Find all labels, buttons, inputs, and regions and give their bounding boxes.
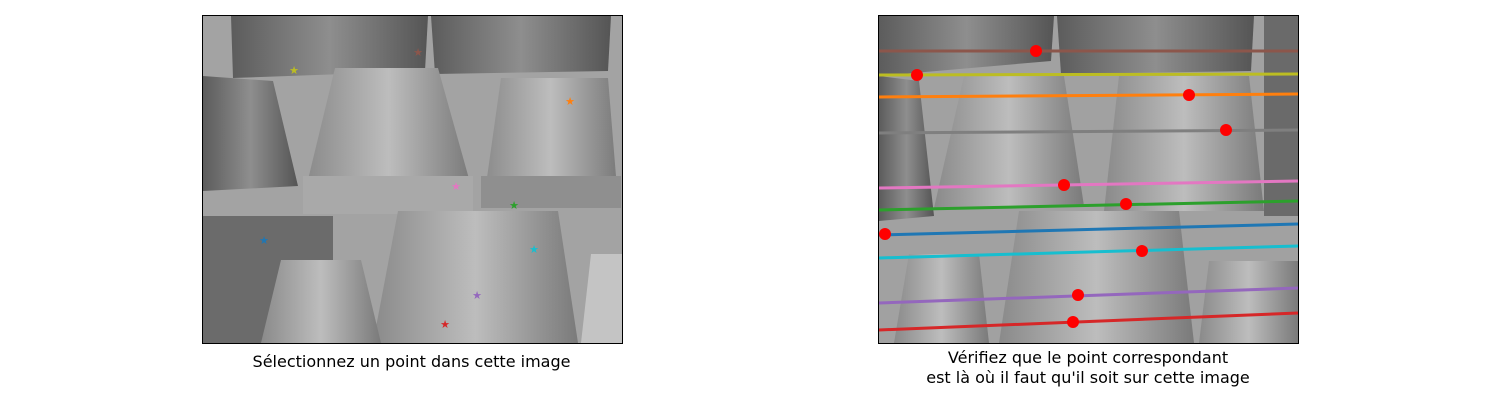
pot <box>1057 16 1254 74</box>
epipolar-line-red <box>879 311 1298 332</box>
pot <box>879 76 934 221</box>
epipolar-line-purple <box>879 286 1298 305</box>
star-marker-orange: ★ <box>565 95 575 108</box>
epipolar-line-green <box>879 199 1298 212</box>
match-dot <box>879 228 891 240</box>
match-dot <box>1220 124 1232 136</box>
epipolar-line-blue <box>879 222 1298 237</box>
left-image[interactable]: ★ ★ ★ ★ ★ ★ ★ ★ ★ <box>202 15 623 344</box>
epipolar-line-orange <box>879 92 1298 99</box>
epipolar-line-pink <box>879 179 1298 190</box>
right-image[interactable] <box>878 15 1299 344</box>
pot <box>1199 261 1298 343</box>
right-image-canvas[interactable] <box>879 16 1298 343</box>
pot-rim <box>481 176 621 208</box>
epipolar-line-cyan <box>879 244 1298 260</box>
star-marker-brown: ★ <box>413 46 423 59</box>
right-caption-line-1: Vérifiez que le point correspondant <box>947 348 1229 367</box>
match-dot <box>1030 45 1042 57</box>
pot <box>306 68 471 188</box>
left-image-canvas[interactable]: ★ ★ ★ ★ ★ ★ ★ ★ ★ <box>203 16 622 343</box>
epipolar-line-olive <box>879 72 1298 77</box>
left-caption: Sélectionnez un point dans cette image <box>252 352 571 371</box>
pot <box>373 211 578 343</box>
star-marker-pink: ★ <box>451 180 461 193</box>
right-caption-line-2: est là où il faut qu'il soit sur cette i… <box>926 368 1250 387</box>
match-dot <box>1136 245 1148 257</box>
match-dot <box>1120 198 1132 210</box>
pot <box>1104 76 1264 211</box>
star-marker-blue: ★ <box>259 234 269 247</box>
star-marker-purple: ★ <box>472 289 482 302</box>
correspondence-dots <box>879 45 1232 328</box>
match-dot <box>1183 89 1195 101</box>
right-caption: Vérifiez que le point correspondant est … <box>838 348 1338 388</box>
pot-rim <box>303 176 473 214</box>
star-marker-olive: ★ <box>289 64 299 77</box>
pot <box>483 78 618 206</box>
match-dot <box>1058 179 1070 191</box>
pot <box>431 16 611 74</box>
pot <box>879 16 1054 76</box>
pot <box>894 254 989 343</box>
match-dot <box>1072 289 1084 301</box>
epipolar-lines <box>879 49 1298 332</box>
pot <box>203 76 298 191</box>
match-dot <box>1067 316 1079 328</box>
pot <box>1264 16 1298 216</box>
pot <box>934 76 1084 208</box>
pot <box>261 260 381 343</box>
pot <box>231 16 428 78</box>
star-marker-cyan: ★ <box>529 243 539 256</box>
star-marker-red: ★ <box>440 318 450 331</box>
query-stars: ★ ★ ★ ★ ★ ★ ★ ★ ★ <box>259 46 575 331</box>
star-marker-green: ★ <box>509 199 519 212</box>
pot <box>581 254 622 343</box>
pot <box>999 211 1194 343</box>
match-dot <box>911 69 923 81</box>
